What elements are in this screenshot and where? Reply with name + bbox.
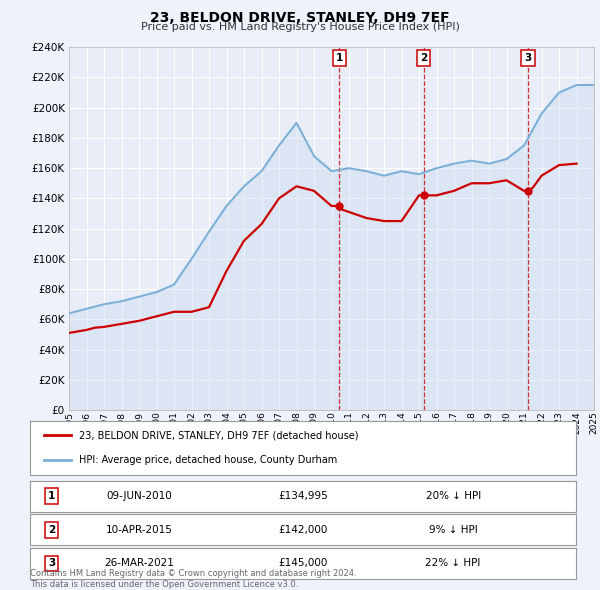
Text: 23, BELDON DRIVE, STANLEY, DH9 7EF (detached house): 23, BELDON DRIVE, STANLEY, DH9 7EF (deta… [79,430,359,440]
Text: 20% ↓ HPI: 20% ↓ HPI [425,491,481,501]
Text: £145,000: £145,000 [278,559,328,568]
Text: £134,995: £134,995 [278,491,328,501]
Text: 1: 1 [48,491,55,501]
Text: 3: 3 [48,559,55,568]
Text: HPI: Average price, detached house, County Durham: HPI: Average price, detached house, Coun… [79,455,337,466]
Text: 09-JUN-2010: 09-JUN-2010 [106,491,172,501]
Text: 23, BELDON DRIVE, STANLEY, DH9 7EF: 23, BELDON DRIVE, STANLEY, DH9 7EF [150,11,450,25]
Text: 2: 2 [420,53,427,63]
Text: 10-APR-2015: 10-APR-2015 [106,525,173,535]
Text: 26-MAR-2021: 26-MAR-2021 [104,559,174,568]
Text: £142,000: £142,000 [278,525,328,535]
Text: 2: 2 [48,525,55,535]
Text: 1: 1 [335,53,343,63]
Text: 9% ↓ HPI: 9% ↓ HPI [429,525,478,535]
Text: Price paid vs. HM Land Registry's House Price Index (HPI): Price paid vs. HM Land Registry's House … [140,22,460,32]
Text: 22% ↓ HPI: 22% ↓ HPI [425,559,481,568]
Text: Contains HM Land Registry data © Crown copyright and database right 2024.
This d: Contains HM Land Registry data © Crown c… [30,569,356,589]
Text: 3: 3 [524,53,532,63]
